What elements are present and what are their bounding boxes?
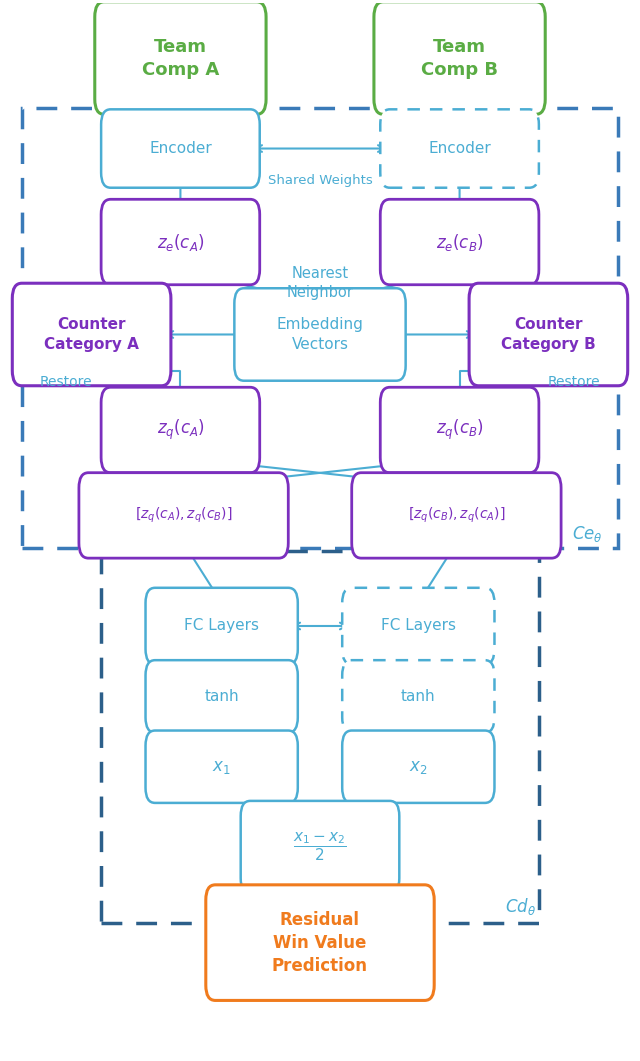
- FancyBboxPatch shape: [380, 199, 539, 284]
- Text: Team
Comp A: Team Comp A: [142, 37, 219, 79]
- Text: $z_q(c_B)$: $z_q(c_B)$: [436, 418, 483, 442]
- FancyBboxPatch shape: [95, 2, 266, 115]
- Text: Encoder: Encoder: [428, 141, 491, 156]
- Text: $Ce_\theta$: $Ce_\theta$: [572, 523, 602, 543]
- FancyBboxPatch shape: [380, 109, 539, 188]
- Text: Team
Comp B: Team Comp B: [421, 37, 498, 79]
- FancyBboxPatch shape: [79, 473, 288, 558]
- Text: $z_e(c_A)$: $z_e(c_A)$: [157, 231, 204, 253]
- FancyBboxPatch shape: [145, 731, 298, 803]
- Text: $Cd_\theta$: $Cd_\theta$: [505, 897, 536, 918]
- Text: $[z_q(c_A), z_q(c_B)]$: $[z_q(c_A), z_q(c_B)]$: [135, 506, 232, 525]
- Text: Counter
Category A: Counter Category A: [44, 317, 139, 351]
- Text: Restore: Restore: [547, 376, 600, 389]
- Text: tanh: tanh: [401, 689, 436, 703]
- FancyBboxPatch shape: [380, 387, 539, 473]
- FancyBboxPatch shape: [234, 289, 406, 381]
- Text: Embedding
Vectors: Embedding Vectors: [276, 317, 364, 351]
- FancyBboxPatch shape: [101, 387, 260, 473]
- FancyBboxPatch shape: [101, 109, 260, 188]
- FancyBboxPatch shape: [206, 885, 434, 1001]
- FancyBboxPatch shape: [342, 588, 495, 664]
- Text: Shared Weights: Shared Weights: [268, 174, 372, 187]
- FancyBboxPatch shape: [145, 588, 298, 664]
- Text: tanh: tanh: [204, 689, 239, 703]
- Text: $z_e(c_B)$: $z_e(c_B)$: [436, 231, 483, 253]
- FancyBboxPatch shape: [101, 199, 260, 284]
- FancyBboxPatch shape: [469, 283, 628, 386]
- Text: $\dfrac{x_1 - x_2}{2}$: $\dfrac{x_1 - x_2}{2}$: [293, 831, 347, 864]
- Text: Nearest
Neighbor: Nearest Neighbor: [287, 266, 353, 300]
- FancyBboxPatch shape: [374, 2, 545, 115]
- Text: $z_q(c_A)$: $z_q(c_A)$: [157, 418, 204, 442]
- Text: Residual
Win Value
Prediction: Residual Win Value Prediction: [272, 910, 368, 974]
- FancyBboxPatch shape: [145, 660, 298, 732]
- Text: $x_2$: $x_2$: [409, 758, 428, 776]
- Text: Encoder: Encoder: [149, 141, 212, 156]
- FancyBboxPatch shape: [352, 473, 561, 558]
- FancyBboxPatch shape: [12, 283, 171, 386]
- Text: Restore: Restore: [40, 376, 93, 389]
- Text: $[z_q(c_B), z_q(c_A)]$: $[z_q(c_B), z_q(c_A)]$: [408, 506, 505, 525]
- Text: FC Layers: FC Layers: [381, 619, 456, 633]
- Text: Counter
Category B: Counter Category B: [501, 317, 596, 351]
- FancyBboxPatch shape: [241, 801, 399, 893]
- FancyBboxPatch shape: [342, 731, 495, 803]
- FancyBboxPatch shape: [342, 660, 495, 732]
- Text: $x_1$: $x_1$: [212, 758, 231, 776]
- Text: FC Layers: FC Layers: [184, 619, 259, 633]
